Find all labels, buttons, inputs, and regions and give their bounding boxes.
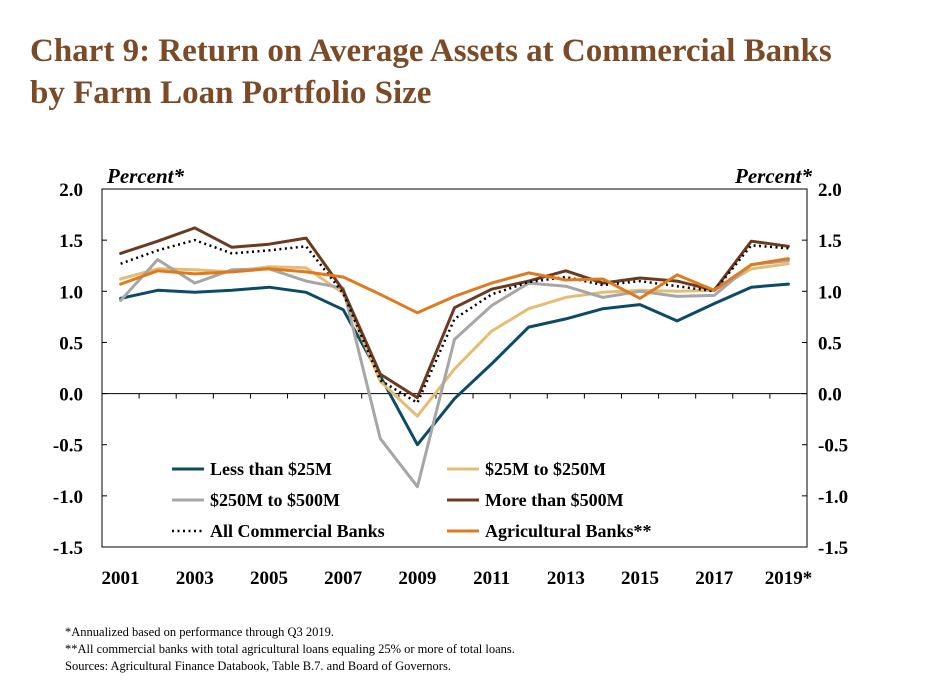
legend-label: Less than $25M [210,459,332,479]
y-tick-label-right: -1.5 [818,538,848,559]
y-tick-label-right: -0.5 [818,436,848,457]
legend-label: All Commercial Banks [210,521,385,541]
y-tick-label-left: 0.5 [59,333,83,354]
footnote-agricultural-banks: **All commercial banks with total agricu… [65,642,515,656]
series-line [119,226,790,400]
x-tick-label: 2001 [102,568,140,589]
series-line [119,258,790,489]
y-tick-label-left: 0.0 [59,385,83,406]
y-tick-label-right: 2.0 [818,180,842,201]
y-tick-label-right: 1.0 [818,282,842,303]
x-tick-label: 2011 [473,568,510,589]
x-tick-label: 2009 [398,568,436,589]
series-line [120,238,789,405]
footnotes: *Annualized based on performance through… [65,624,515,675]
x-tick-label: 2005 [250,568,288,589]
chart-title: Chart 9: Return on Average Assets at Com… [30,30,910,114]
x-tick-label: 2019* [765,568,813,589]
y-axis-label-left: Percent* [106,164,184,188]
footnote-annualized: *Annualized based on performance through… [65,625,335,639]
footnote-sources: Sources: Agricultural Finance Databook, … [65,659,451,673]
y-tick-label-right: 0.5 [818,333,842,354]
chart-title-line-1: Chart 9: Return on Average Assets at Com… [30,33,832,69]
x-tick-label: 2007 [324,568,363,589]
x-tick-label: 2017 [695,568,734,589]
plot-frame [101,188,808,548]
y-tick-label-left: -1.5 [53,538,83,559]
y-tick-label-left: 1.0 [59,282,83,303]
chart-title-line-2: by Farm Loan Portfolio Size [30,75,432,111]
y-tick-label-left: 2.0 [59,180,83,201]
x-tick-label: 2013 [547,568,585,589]
legend-label: Agricultural Banks** [485,521,652,541]
y-tick-label-left: -1.0 [53,487,83,508]
legend-label: More than $500M [485,490,624,510]
legend-label: $25M to $250M [485,459,606,479]
y-tick-label-right: -1.0 [818,487,848,508]
y-axis-label-right: Percent* [734,164,812,188]
series-line [119,257,790,315]
x-tick-label: 2003 [176,568,214,589]
x-tick-label: 2015 [621,568,659,589]
y-tick-label-right: 1.5 [818,231,842,252]
legend-label: $250M to $500M [210,490,340,510]
line-chart: 2.0 2.0 1.5 1.5 1.0 1.0 0.5 0.5 0.0 0.0 -0.5 -0.5 -1… [53,164,848,589]
y-tick-label-left: 1.5 [59,231,83,252]
y-tick-label-left: -0.5 [53,436,83,457]
series-line [119,282,790,447]
y-tick-label-right: 0.0 [818,385,842,406]
